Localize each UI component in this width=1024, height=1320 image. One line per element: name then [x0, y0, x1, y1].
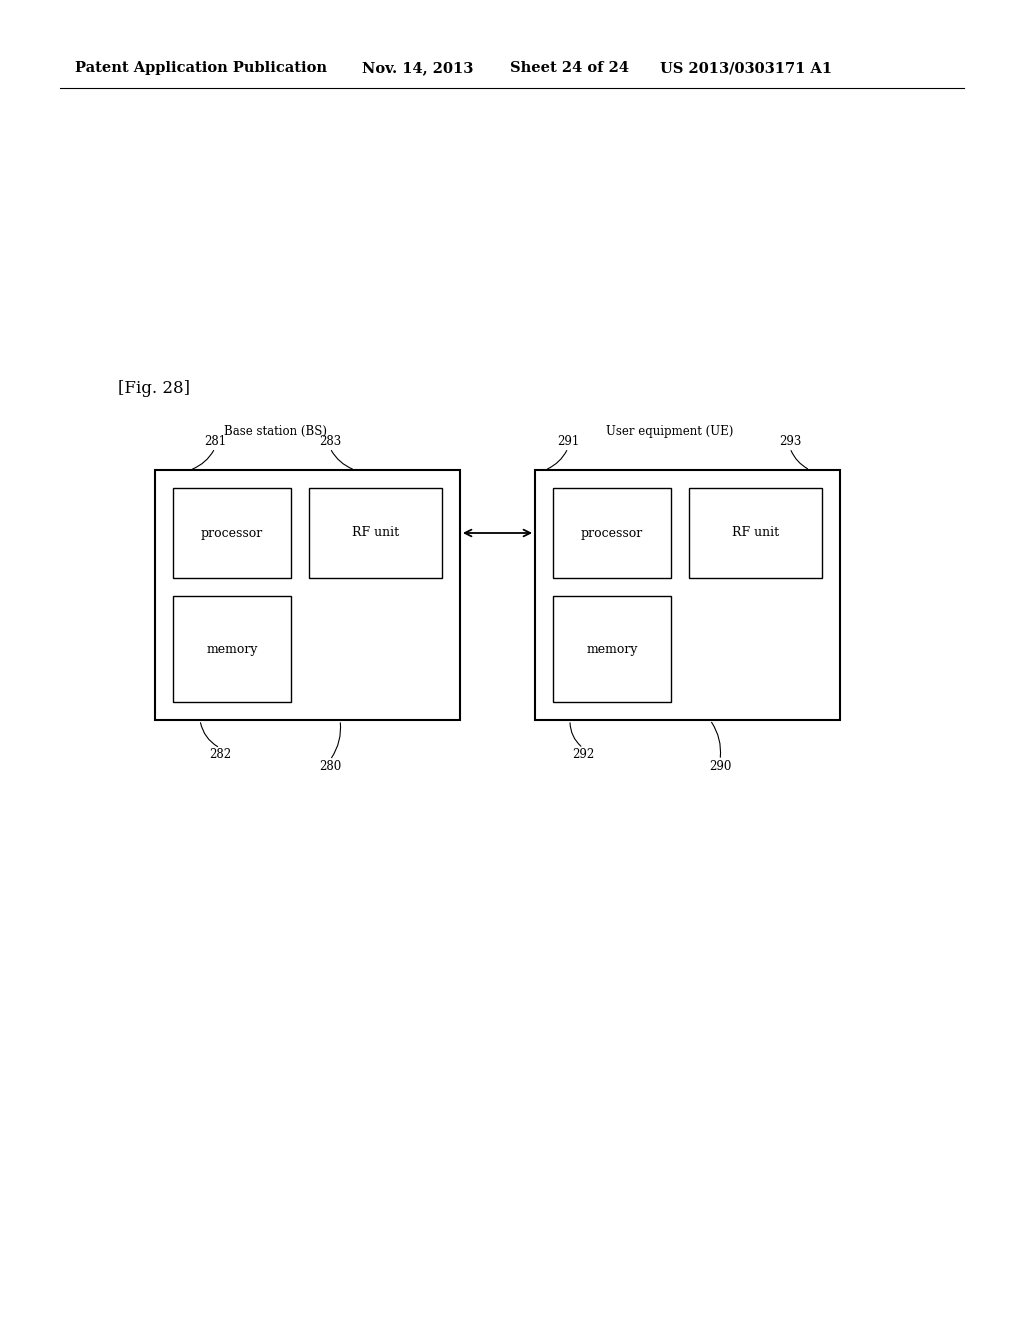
Text: 282: 282 [209, 748, 231, 762]
Text: 280: 280 [318, 760, 341, 774]
Text: 293: 293 [779, 436, 801, 447]
Bar [309, 488, 442, 578]
Text: 291: 291 [557, 436, 580, 447]
Text: 281: 281 [204, 436, 226, 447]
Text: Nov. 14, 2013: Nov. 14, 2013 [362, 61, 473, 75]
Text: RF unit: RF unit [352, 527, 399, 540]
Bar [173, 488, 291, 578]
Bar [155, 470, 460, 719]
Text: [Fig. 28]: [Fig. 28] [118, 380, 190, 397]
Text: memory: memory [587, 643, 638, 656]
Bar [535, 470, 840, 719]
Text: processor: processor [581, 527, 643, 540]
Text: Base station (BS): Base station (BS) [223, 425, 327, 438]
Text: Patent Application Publication: Patent Application Publication [75, 61, 327, 75]
Text: memory: memory [206, 643, 258, 656]
Text: 283: 283 [318, 436, 341, 447]
Bar [689, 488, 822, 578]
Text: RF unit: RF unit [732, 527, 779, 540]
Text: US 2013/0303171 A1: US 2013/0303171 A1 [660, 61, 833, 75]
Bar [553, 488, 671, 578]
Text: Sheet 24 of 24: Sheet 24 of 24 [510, 61, 629, 75]
Text: 290: 290 [709, 760, 731, 774]
Text: processor: processor [201, 527, 263, 540]
Bar [173, 597, 291, 702]
Text: User equipment (UE): User equipment (UE) [606, 425, 733, 438]
Text: 292: 292 [571, 748, 594, 762]
Bar [553, 597, 671, 702]
